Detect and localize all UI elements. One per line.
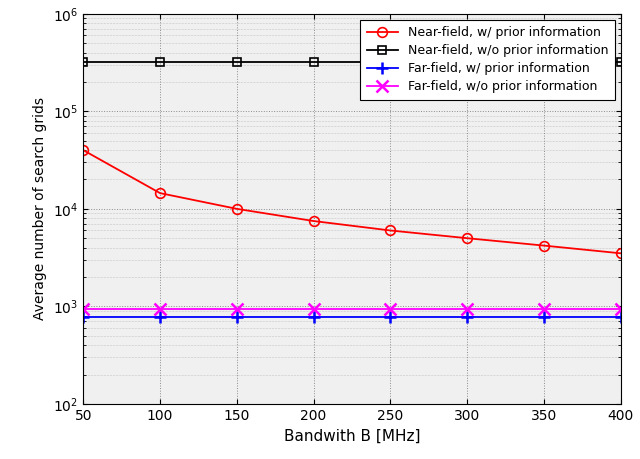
- Far-field, w/ prior information: [387, 314, 394, 319]
- Far-field, w/ prior information: [463, 314, 471, 319]
- Near-field, w/ prior information: [79, 147, 87, 153]
- Far-field, w/ prior information: [310, 314, 317, 319]
- Near-field, w/o prior information: [310, 59, 317, 65]
- Far-field, w/o prior information: [233, 306, 241, 311]
- Line: Far-field, w/o prior information: Far-field, w/o prior information: [77, 303, 627, 314]
- Near-field, w/o prior information: [463, 59, 471, 65]
- Near-field, w/ prior information: [540, 243, 548, 248]
- Far-field, w/o prior information: [79, 306, 87, 311]
- Far-field, w/o prior information: [463, 306, 471, 311]
- Far-field, w/ prior information: [617, 314, 625, 319]
- Near-field, w/o prior information: [156, 59, 164, 65]
- Near-field, w/ prior information: [387, 228, 394, 233]
- Line: Far-field, w/ prior information: Far-field, w/ prior information: [77, 311, 627, 323]
- Y-axis label: Average number of search grids: Average number of search grids: [33, 97, 47, 320]
- Far-field, w/ prior information: [156, 314, 164, 319]
- Far-field, w/ prior information: [79, 314, 87, 319]
- Near-field, w/o prior information: [540, 59, 548, 65]
- Near-field, w/o prior information: [79, 59, 87, 65]
- Legend: Near-field, w/ prior information, Near-field, w/o prior information, Far-field, : Near-field, w/ prior information, Near-f…: [360, 20, 614, 100]
- Near-field, w/ prior information: [156, 190, 164, 196]
- Far-field, w/o prior information: [617, 306, 625, 311]
- Line: Near-field, w/ prior information: Near-field, w/ prior information: [78, 145, 626, 258]
- Far-field, w/o prior information: [540, 306, 548, 311]
- Line: Near-field, w/o prior information: Near-field, w/o prior information: [79, 58, 625, 66]
- Near-field, w/ prior information: [233, 206, 241, 212]
- Far-field, w/ prior information: [233, 314, 241, 319]
- Far-field, w/o prior information: [387, 306, 394, 311]
- X-axis label: Bandwith B [MHz]: Bandwith B [MHz]: [284, 428, 420, 443]
- Near-field, w/o prior information: [387, 59, 394, 65]
- Near-field, w/ prior information: [463, 235, 471, 241]
- Far-field, w/ prior information: [540, 314, 548, 319]
- Near-field, w/ prior information: [310, 218, 317, 224]
- Near-field, w/o prior information: [233, 59, 241, 65]
- Near-field, w/o prior information: [617, 59, 625, 65]
- Near-field, w/ prior information: [617, 251, 625, 256]
- Far-field, w/o prior information: [156, 306, 164, 311]
- Far-field, w/o prior information: [310, 306, 317, 311]
